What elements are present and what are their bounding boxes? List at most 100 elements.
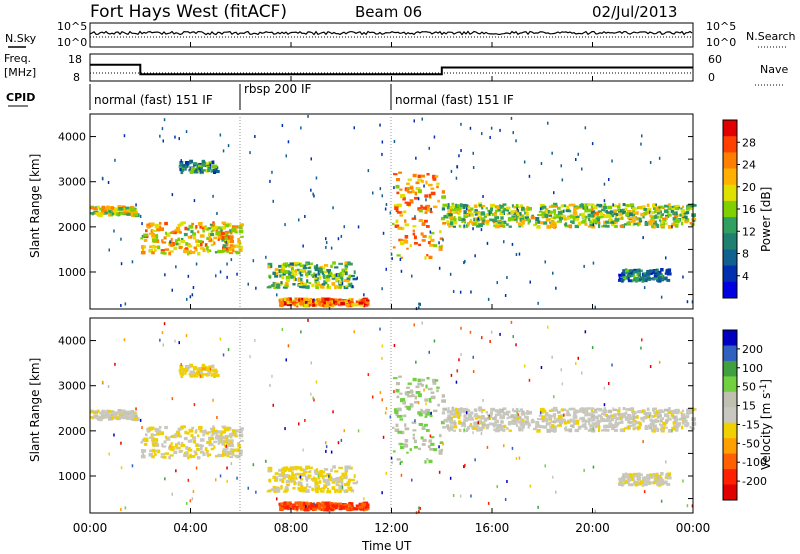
velocity-echo-cell bbox=[294, 507, 297, 511]
power-echo-cell bbox=[179, 231, 182, 234]
velocity-echo-cell bbox=[161, 443, 164, 447]
velocity-noise-cell bbox=[423, 388, 425, 392]
power-echo-cell bbox=[497, 208, 501, 212]
power-echo-cell bbox=[640, 269, 643, 273]
power-noise-cell bbox=[255, 286, 257, 290]
power-noise-cell bbox=[469, 126, 472, 130]
velocity-echo-cell bbox=[125, 410, 130, 414]
velocity-echo-cell bbox=[217, 439, 222, 444]
power-echo-cell bbox=[201, 227, 205, 230]
power-noise-cell bbox=[537, 301, 539, 305]
power-noise-cell bbox=[418, 306, 420, 310]
power-echo-cell bbox=[593, 219, 598, 223]
power-echo-cell bbox=[179, 160, 184, 164]
velocity-echo-cell bbox=[464, 425, 466, 428]
velocity-echo-cell bbox=[469, 424, 472, 428]
power-echo-cell bbox=[212, 221, 215, 225]
velocity-echo-cell bbox=[554, 428, 557, 431]
power-echo-cell bbox=[654, 210, 657, 214]
power-echo-cell bbox=[184, 167, 187, 171]
velocity-echo-cell bbox=[572, 415, 578, 419]
velocity-echo-cell bbox=[637, 427, 640, 431]
power-echo-cell bbox=[650, 272, 653, 275]
velocity-echo-cell bbox=[618, 477, 623, 481]
velocity-echo-cell bbox=[201, 430, 206, 433]
power-echo-cell bbox=[120, 212, 125, 215]
velocity-echo-cell bbox=[682, 417, 687, 422]
power-noise-cell bbox=[379, 123, 381, 127]
power-noise-cell bbox=[351, 285, 354, 289]
velocity-echo-cell bbox=[670, 413, 675, 417]
power-echo-cell bbox=[538, 210, 543, 213]
velocity-echo-cell bbox=[607, 409, 613, 414]
velocity-echo-cell bbox=[424, 411, 430, 415]
velocity-noise-cell bbox=[425, 402, 427, 406]
velocity-echo-cell bbox=[306, 483, 309, 488]
velocity-echo-cell bbox=[467, 413, 471, 416]
velocity-noise-cell bbox=[372, 395, 374, 399]
velocity-noise-cell bbox=[113, 433, 115, 437]
power-echo-cell bbox=[225, 247, 229, 251]
velocity-echo-cell bbox=[440, 420, 445, 425]
power-echo-cell bbox=[314, 304, 318, 307]
velocity-echo-cell bbox=[321, 508, 326, 511]
power-noise-cell bbox=[193, 199, 196, 203]
velocity-echo-cell bbox=[642, 482, 647, 486]
power-noise-cell bbox=[254, 135, 256, 138]
power-echo-cell bbox=[187, 244, 193, 248]
velocity-noise-cell bbox=[328, 510, 331, 514]
power-echo-cell bbox=[220, 228, 223, 231]
power-echo-cell bbox=[108, 214, 111, 217]
velocity-echo-cell bbox=[549, 414, 553, 418]
velocity-echo-cell bbox=[518, 420, 521, 424]
velocity-echo-cell bbox=[506, 416, 509, 420]
velocity-echo-cell bbox=[199, 429, 202, 433]
power-echo-cell bbox=[334, 300, 340, 304]
velocity-echo-cell bbox=[620, 480, 625, 483]
velocity-echo-cell bbox=[184, 365, 190, 369]
velocity-echo-cell bbox=[328, 507, 332, 510]
power-echo-cell bbox=[319, 284, 322, 288]
power-echo-cell bbox=[652, 277, 657, 280]
power-echo-cell bbox=[560, 204, 564, 208]
power-echo-cell bbox=[603, 215, 608, 219]
power-echo-cell bbox=[150, 229, 154, 233]
velocity-echo-cell bbox=[480, 415, 485, 420]
power-echo-cell bbox=[330, 264, 333, 269]
velocity-echo-cell bbox=[121, 409, 126, 412]
power-echo-cell bbox=[518, 216, 521, 220]
power-echo-cell bbox=[239, 245, 243, 250]
power-echo-cell bbox=[213, 241, 216, 245]
velocity-echo-cell bbox=[319, 488, 322, 492]
power-echo-cell bbox=[291, 301, 296, 305]
velocity-echo-cell bbox=[206, 368, 211, 372]
velocity-colorbar-label: Velocity [m s-1] bbox=[759, 379, 773, 470]
power-noise-cell bbox=[400, 269, 403, 273]
velocity-echo-cell bbox=[661, 424, 664, 428]
velocity-noise-cell bbox=[381, 356, 383, 360]
power-noise-cell bbox=[474, 254, 476, 258]
power-echo-cell bbox=[612, 205, 617, 208]
power-noise-cell bbox=[328, 306, 331, 310]
velocity-noise-cell bbox=[343, 429, 345, 433]
velocity-echo-cell bbox=[686, 410, 691, 414]
power-noise-cell bbox=[227, 144, 230, 148]
power-echo-cell bbox=[448, 215, 453, 219]
power-echo-cell bbox=[433, 205, 438, 209]
power-echo-cell bbox=[593, 204, 598, 208]
velocity-echo-cell bbox=[601, 429, 605, 432]
velocity-noise-cell bbox=[686, 504, 689, 508]
power-noise-cell bbox=[456, 165, 459, 169]
velocity-ytick-label: 1000 bbox=[58, 470, 86, 483]
power-noise-cell bbox=[642, 236, 644, 240]
velocity-echo-cell bbox=[201, 373, 206, 376]
power-echo-cell bbox=[324, 297, 330, 301]
power-echo-cell bbox=[101, 212, 106, 215]
velocity-echo-cell bbox=[407, 382, 412, 385]
power-echo-cell bbox=[563, 217, 568, 221]
power-echo-cell bbox=[151, 238, 157, 243]
power-noise-cell bbox=[603, 182, 606, 186]
velocity-echo-cell bbox=[299, 506, 304, 510]
velocity-noise-cell bbox=[515, 343, 517, 347]
power-echo-cell bbox=[681, 211, 686, 216]
